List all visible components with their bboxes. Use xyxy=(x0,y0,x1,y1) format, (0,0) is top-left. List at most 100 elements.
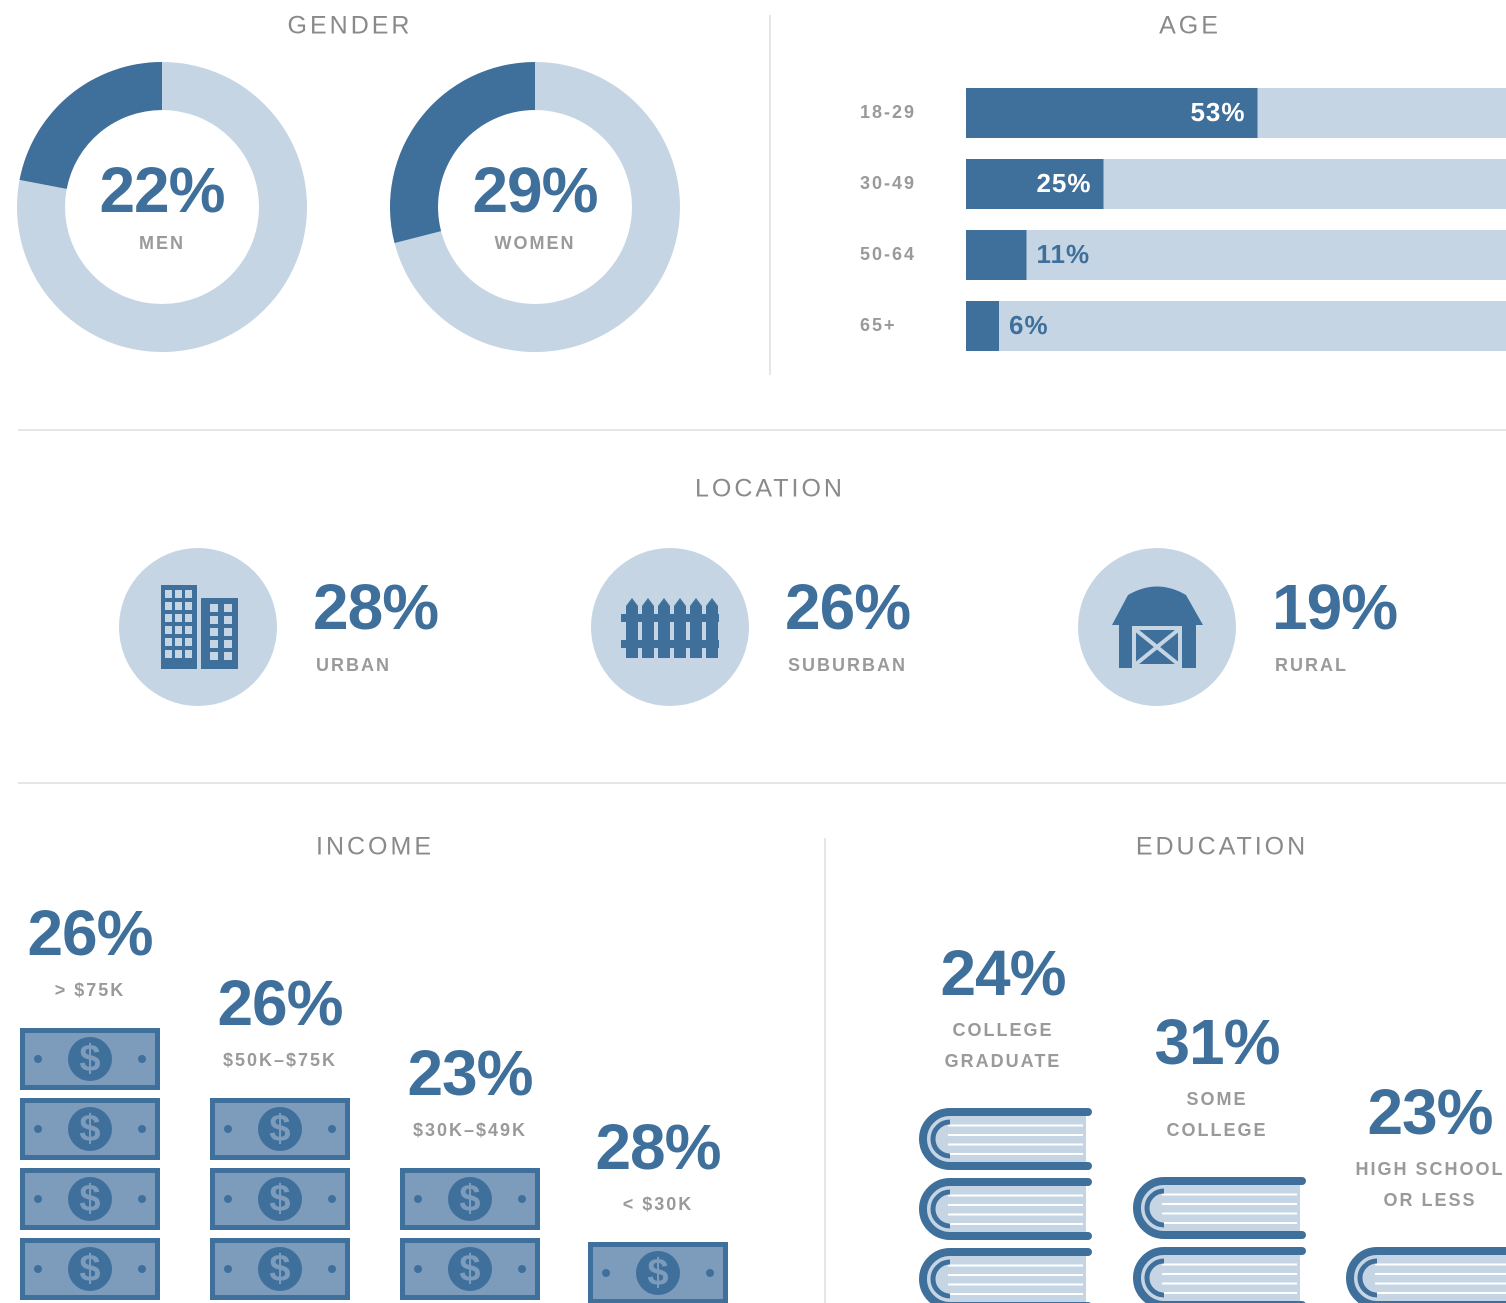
window xyxy=(210,616,218,624)
rail xyxy=(621,640,719,648)
bill-dot xyxy=(34,1195,42,1203)
book-icon xyxy=(919,1108,1092,1170)
bar-track xyxy=(966,230,1506,280)
bill-coin xyxy=(68,1247,112,1291)
picket xyxy=(626,598,638,658)
bill-dot xyxy=(328,1195,336,1203)
bar-category: 18-29 xyxy=(860,102,916,122)
stat-value: 24% xyxy=(940,937,1065,1009)
picket xyxy=(674,598,686,658)
location-value: 28% xyxy=(313,571,438,643)
window xyxy=(224,652,232,660)
bill-dot xyxy=(34,1125,42,1133)
window xyxy=(175,614,182,622)
rail xyxy=(621,614,719,622)
bar xyxy=(966,88,1258,138)
window xyxy=(224,640,232,648)
stat-value: 31% xyxy=(1154,1006,1279,1078)
bill-dot xyxy=(518,1265,526,1273)
dollar-sign: $ xyxy=(459,1178,480,1220)
book-cover xyxy=(919,1248,1092,1303)
bill-coin xyxy=(258,1177,302,1221)
bar-category: 65+ xyxy=(860,315,897,335)
bar-value-label: 53% xyxy=(1190,97,1245,127)
stat-value: 26% xyxy=(27,897,152,969)
bill-dot xyxy=(706,1269,714,1277)
dollar-sign: $ xyxy=(79,1248,100,1290)
book-icon xyxy=(919,1248,1092,1303)
window xyxy=(175,650,182,658)
window xyxy=(165,650,172,658)
location-icon xyxy=(1112,586,1203,668)
bill-icon: $ xyxy=(588,1242,728,1303)
picket xyxy=(658,598,670,658)
window xyxy=(185,590,192,598)
book-cover xyxy=(1133,1177,1306,1239)
window xyxy=(165,614,172,622)
location-label: RURAL xyxy=(1275,655,1348,675)
section-title: INCOME xyxy=(316,833,434,861)
barn-x xyxy=(1134,628,1180,666)
book-spine xyxy=(1144,1258,1165,1298)
location-value: 26% xyxy=(785,571,910,643)
donut-value: 29% xyxy=(472,154,597,226)
location-value: 19% xyxy=(1272,571,1397,643)
bill-dot xyxy=(414,1195,422,1203)
book-cover xyxy=(1133,1247,1306,1303)
picket xyxy=(706,598,718,658)
stat-label: $30K–$49K xyxy=(413,1120,527,1140)
window xyxy=(210,628,218,636)
donut-arc xyxy=(19,62,163,189)
bill-icon: $ xyxy=(210,1168,350,1230)
window xyxy=(185,602,192,610)
book-icon xyxy=(1133,1177,1306,1239)
bill-icon: $ xyxy=(210,1238,350,1300)
bill-dot xyxy=(138,1265,146,1273)
bill-icon: $ xyxy=(20,1238,160,1300)
dollar-sign: $ xyxy=(79,1108,100,1150)
bill-dot xyxy=(138,1055,146,1063)
bar-value-label: 25% xyxy=(1036,168,1091,198)
bar xyxy=(966,230,1027,280)
donut-arc xyxy=(390,62,535,244)
stat-value: 28% xyxy=(595,1111,720,1183)
dollar-sign: $ xyxy=(269,1178,290,1220)
window xyxy=(175,638,182,646)
book-icon xyxy=(1346,1247,1506,1303)
bill-coin xyxy=(448,1177,492,1221)
section-title: GENDER xyxy=(288,12,413,40)
stat-label: GRADUATE xyxy=(945,1051,1062,1071)
dollar-sign: $ xyxy=(647,1252,668,1294)
stat-label: OR LESS xyxy=(1383,1190,1476,1210)
stat-label: > $75K xyxy=(55,980,126,1000)
bill-dot xyxy=(138,1125,146,1133)
picket xyxy=(642,598,654,658)
stat-label: SOME xyxy=(1186,1089,1247,1109)
bill-icon: $ xyxy=(400,1168,540,1230)
dollar-sign: $ xyxy=(79,1178,100,1220)
bar-track xyxy=(966,301,1506,351)
bill-dot xyxy=(328,1125,336,1133)
bill-coin xyxy=(258,1247,302,1291)
book-spine xyxy=(1357,1258,1378,1298)
picket xyxy=(690,598,702,658)
bar-category: 30-49 xyxy=(860,173,916,193)
bill-dot xyxy=(34,1055,42,1063)
dollar-sign: $ xyxy=(269,1248,290,1290)
bill-dot xyxy=(518,1195,526,1203)
location-label: SUBURBAN xyxy=(788,655,907,675)
window xyxy=(165,602,172,610)
bill-coin xyxy=(258,1107,302,1151)
window xyxy=(224,628,232,636)
book-cover xyxy=(919,1178,1092,1240)
window xyxy=(175,602,182,610)
bill-icon: $ xyxy=(20,1028,160,1090)
location-icon xyxy=(161,585,238,669)
bill-coin xyxy=(68,1107,112,1151)
location-label: URBAN xyxy=(316,655,391,675)
building xyxy=(201,598,238,669)
bill-dot xyxy=(224,1195,232,1203)
bill-dot xyxy=(414,1265,422,1273)
bar-value-label: 6% xyxy=(1009,310,1049,340)
